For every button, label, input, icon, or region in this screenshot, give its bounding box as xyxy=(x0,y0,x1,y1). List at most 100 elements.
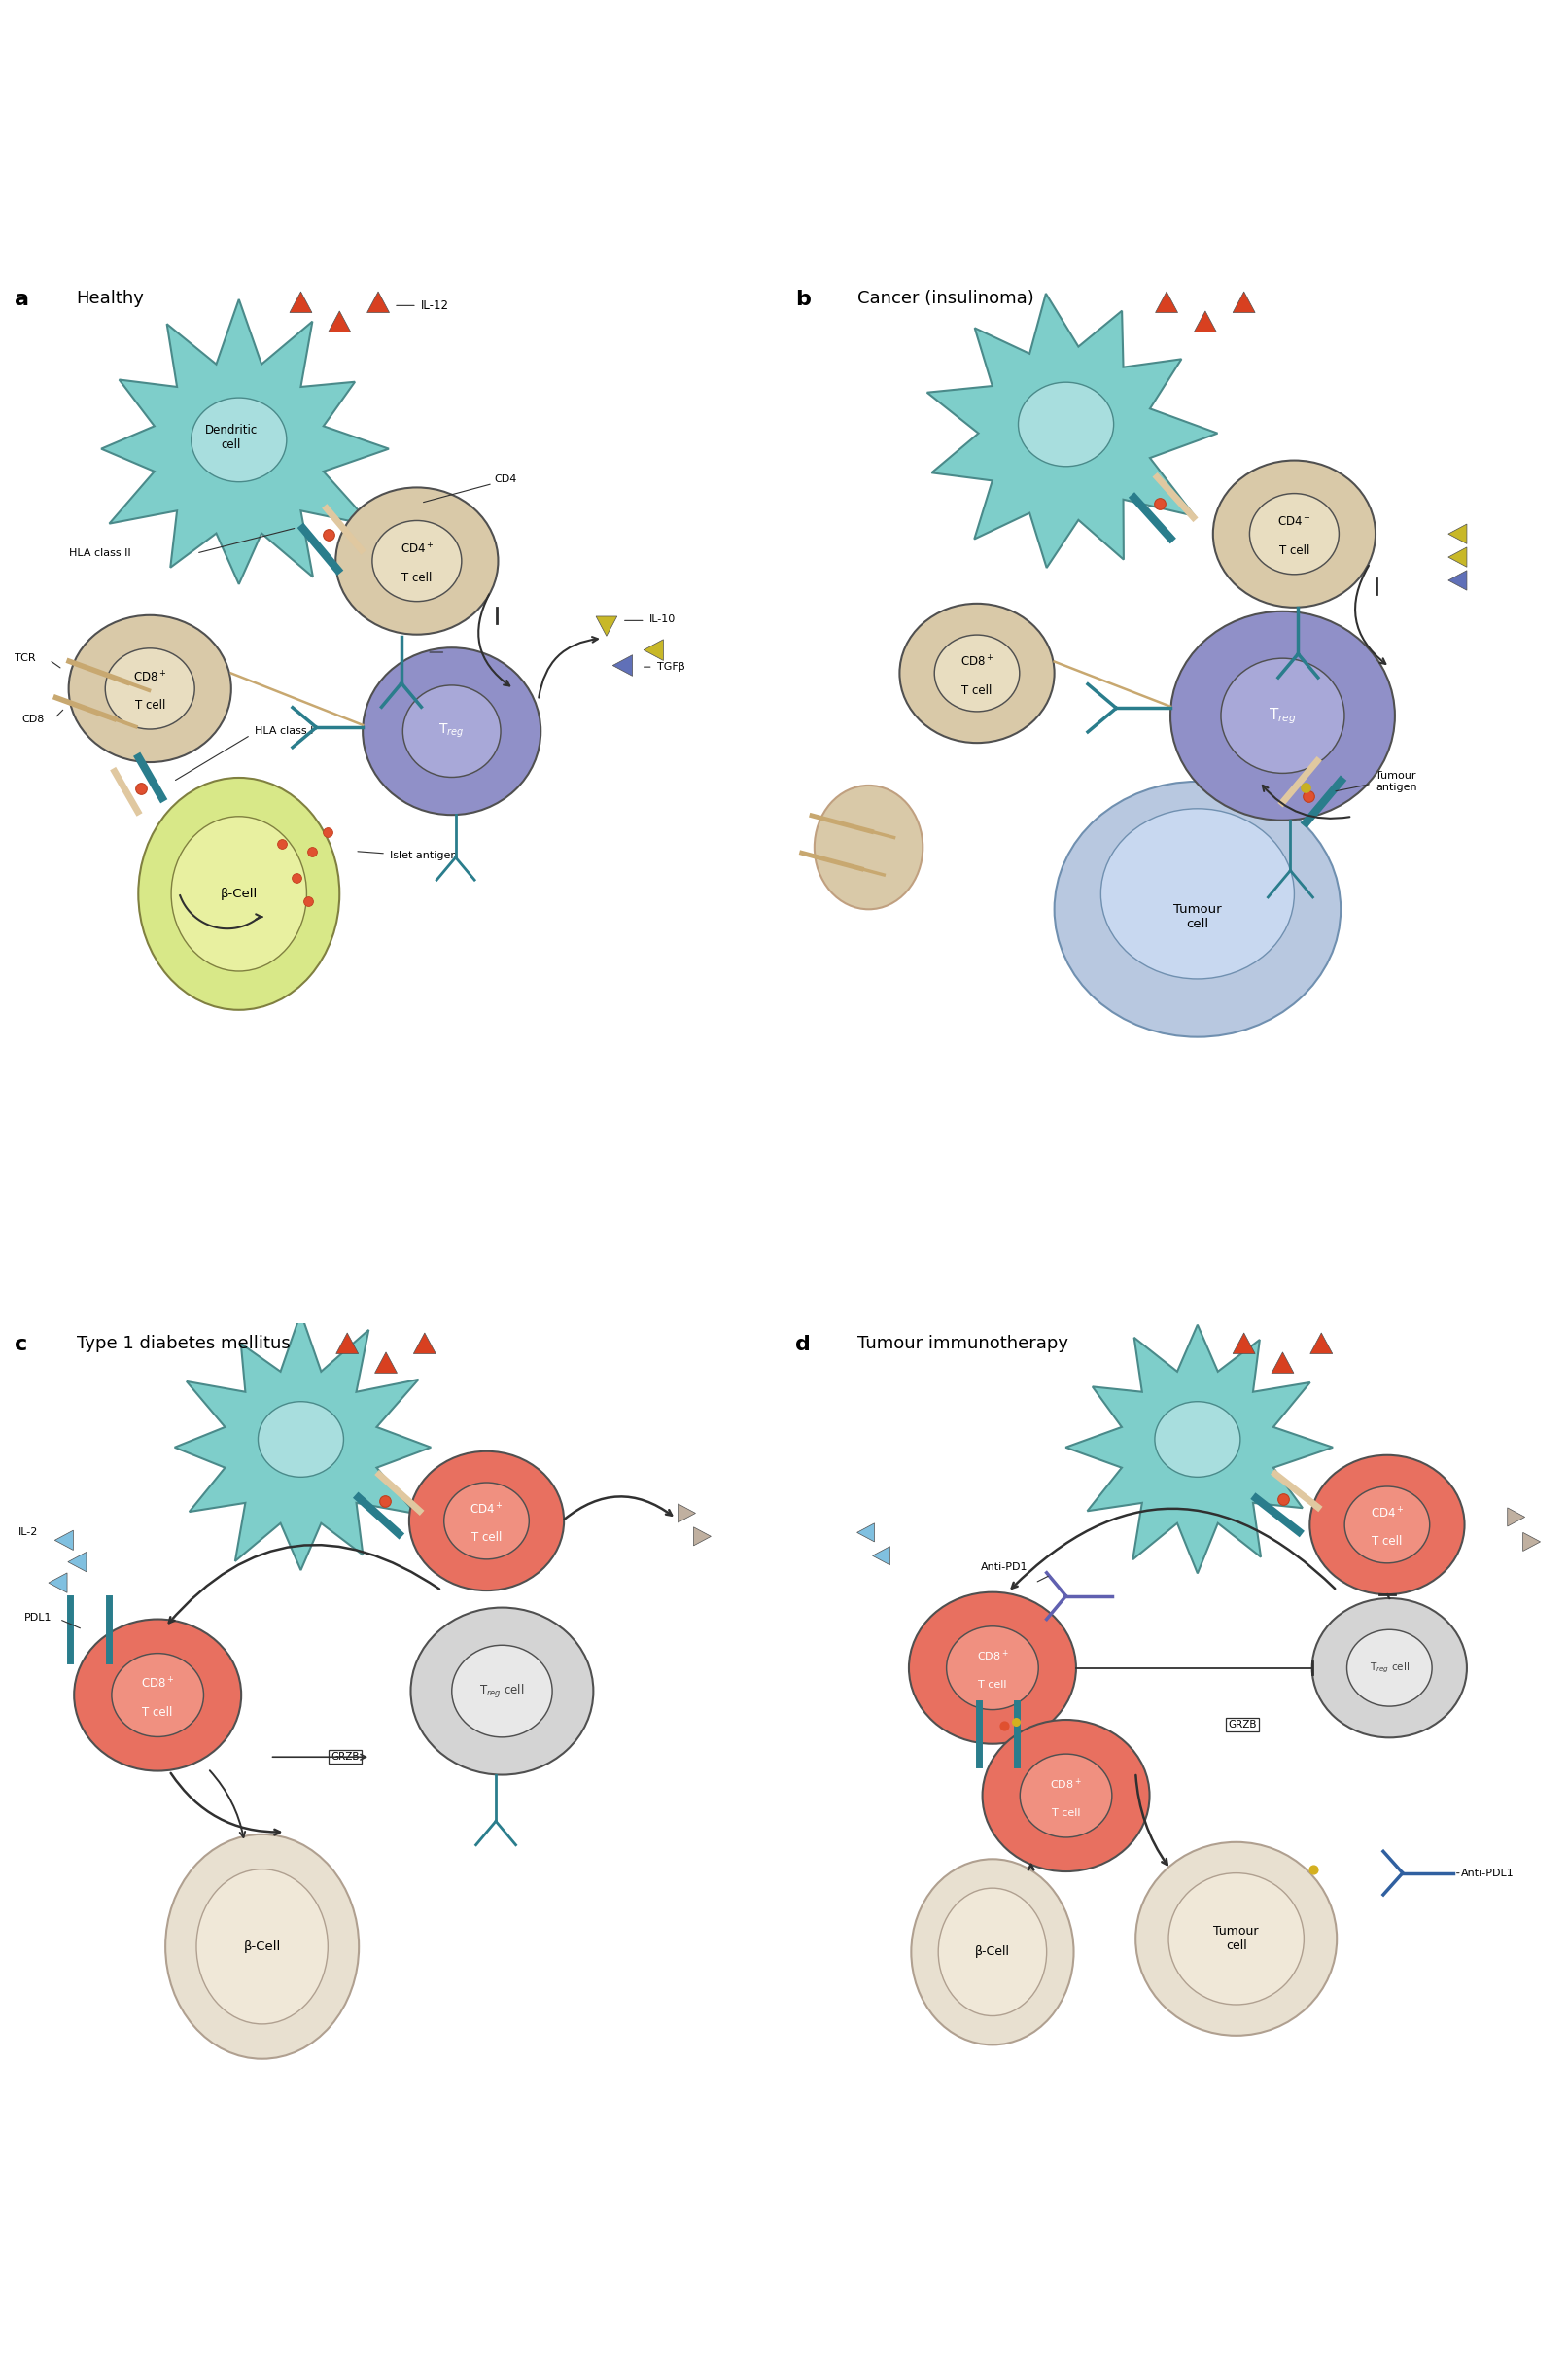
Text: c: c xyxy=(14,1335,27,1354)
Polygon shape xyxy=(858,1523,875,1542)
Text: PD1: PD1 xyxy=(448,649,469,658)
Point xyxy=(317,516,342,554)
Text: T$_{reg}$: T$_{reg}$ xyxy=(1269,706,1297,725)
Polygon shape xyxy=(1507,1509,1524,1525)
Ellipse shape xyxy=(259,1402,343,1478)
Ellipse shape xyxy=(191,397,287,482)
Polygon shape xyxy=(290,292,312,314)
Point xyxy=(296,881,321,920)
Ellipse shape xyxy=(74,1618,241,1770)
Ellipse shape xyxy=(1221,658,1344,772)
Text: T$_{reg}$ cell: T$_{reg}$ cell xyxy=(480,1682,525,1699)
Ellipse shape xyxy=(105,649,194,729)
Point xyxy=(315,813,340,851)
Text: T cell: T cell xyxy=(961,684,993,696)
Ellipse shape xyxy=(362,649,541,815)
Text: CD4$^+$: CD4$^+$ xyxy=(470,1502,503,1516)
Polygon shape xyxy=(367,292,389,314)
Text: T$_{reg}$ cell: T$_{reg}$ cell xyxy=(1369,1661,1410,1675)
Text: T$_{reg}$: T$_{reg}$ xyxy=(439,722,464,741)
Ellipse shape xyxy=(444,1483,528,1559)
Ellipse shape xyxy=(196,1870,328,2024)
Ellipse shape xyxy=(1168,1872,1305,2005)
Ellipse shape xyxy=(1135,1841,1338,2036)
Text: PDL1: PDL1 xyxy=(24,1613,52,1623)
Text: TGFβ: TGFβ xyxy=(657,663,685,672)
Point xyxy=(1148,485,1173,523)
Text: IL-12: IL-12 xyxy=(420,299,448,311)
Point xyxy=(129,770,154,808)
Polygon shape xyxy=(1232,1333,1254,1354)
Text: Anti-PD1: Anti-PD1 xyxy=(982,1563,1029,1573)
Polygon shape xyxy=(643,639,663,661)
Text: HLA class II: HLA class II xyxy=(69,549,130,558)
Ellipse shape xyxy=(1250,494,1339,575)
Text: CD4$^+$: CD4$^+$ xyxy=(400,542,434,556)
Point xyxy=(1301,1851,1327,1889)
Text: GRZB: GRZB xyxy=(331,1751,359,1763)
Text: CD8: CD8 xyxy=(22,715,45,725)
Text: IL-2: IL-2 xyxy=(19,1528,38,1537)
Text: T cell: T cell xyxy=(135,699,165,713)
Point xyxy=(270,824,295,862)
Polygon shape xyxy=(1195,311,1217,333)
Ellipse shape xyxy=(111,1654,204,1737)
Ellipse shape xyxy=(403,684,500,777)
Polygon shape xyxy=(336,1333,359,1354)
Ellipse shape xyxy=(1309,1454,1465,1594)
Ellipse shape xyxy=(983,1720,1149,1872)
Text: Anti-PDL1: Anti-PDL1 xyxy=(1461,1868,1513,1877)
Ellipse shape xyxy=(1345,1487,1430,1563)
Text: HLA class I: HLA class I xyxy=(254,727,314,737)
Text: Healthy: Healthy xyxy=(77,290,144,307)
Text: Tumour immunotherapy: Tumour immunotherapy xyxy=(858,1335,1068,1352)
Ellipse shape xyxy=(1018,383,1113,466)
Text: T cell: T cell xyxy=(143,1706,172,1718)
Text: T cell: T cell xyxy=(401,573,433,584)
Point xyxy=(1270,1480,1295,1518)
Text: Tumour
cell: Tumour cell xyxy=(1214,1925,1259,1953)
Polygon shape xyxy=(55,1530,74,1549)
Ellipse shape xyxy=(947,1625,1038,1711)
Polygon shape xyxy=(1272,1352,1294,1373)
Polygon shape xyxy=(677,1504,696,1523)
Polygon shape xyxy=(1311,1333,1333,1354)
Ellipse shape xyxy=(1154,1402,1240,1478)
Text: T cell: T cell xyxy=(1372,1535,1402,1549)
Polygon shape xyxy=(49,1573,67,1592)
Text: β-Cell: β-Cell xyxy=(243,1941,281,1953)
Polygon shape xyxy=(174,1314,431,1571)
Ellipse shape xyxy=(165,1834,359,2058)
Polygon shape xyxy=(67,1552,86,1573)
Text: T cell: T cell xyxy=(472,1533,502,1544)
Point xyxy=(991,1706,1016,1744)
Text: Cancer (insulinoma): Cancer (insulinoma) xyxy=(858,290,1033,307)
Polygon shape xyxy=(375,1352,397,1373)
Ellipse shape xyxy=(909,1592,1076,1744)
Ellipse shape xyxy=(911,1858,1074,2046)
Ellipse shape xyxy=(138,777,340,1010)
Text: CD4: CD4 xyxy=(494,475,517,485)
Polygon shape xyxy=(613,656,632,677)
Ellipse shape xyxy=(411,1609,593,1775)
Point xyxy=(284,860,309,898)
Ellipse shape xyxy=(409,1452,564,1590)
Text: Type 1 diabetes mellitus: Type 1 diabetes mellitus xyxy=(77,1335,290,1352)
Ellipse shape xyxy=(1054,782,1341,1036)
Polygon shape xyxy=(328,311,351,333)
Ellipse shape xyxy=(1347,1630,1432,1706)
Text: β-Cell: β-Cell xyxy=(975,1946,1010,1958)
Ellipse shape xyxy=(1101,808,1294,979)
Point xyxy=(373,1483,398,1521)
Polygon shape xyxy=(596,615,618,637)
Polygon shape xyxy=(1523,1533,1540,1552)
Polygon shape xyxy=(1066,1326,1333,1573)
Text: CD4$^+$: CD4$^+$ xyxy=(1370,1506,1403,1521)
Polygon shape xyxy=(1156,292,1178,314)
Ellipse shape xyxy=(900,604,1054,744)
Text: T cell: T cell xyxy=(978,1680,1007,1689)
Text: CD8$^+$: CD8$^+$ xyxy=(1051,1777,1082,1792)
Ellipse shape xyxy=(171,817,307,972)
Ellipse shape xyxy=(814,786,924,910)
Polygon shape xyxy=(1449,546,1466,568)
